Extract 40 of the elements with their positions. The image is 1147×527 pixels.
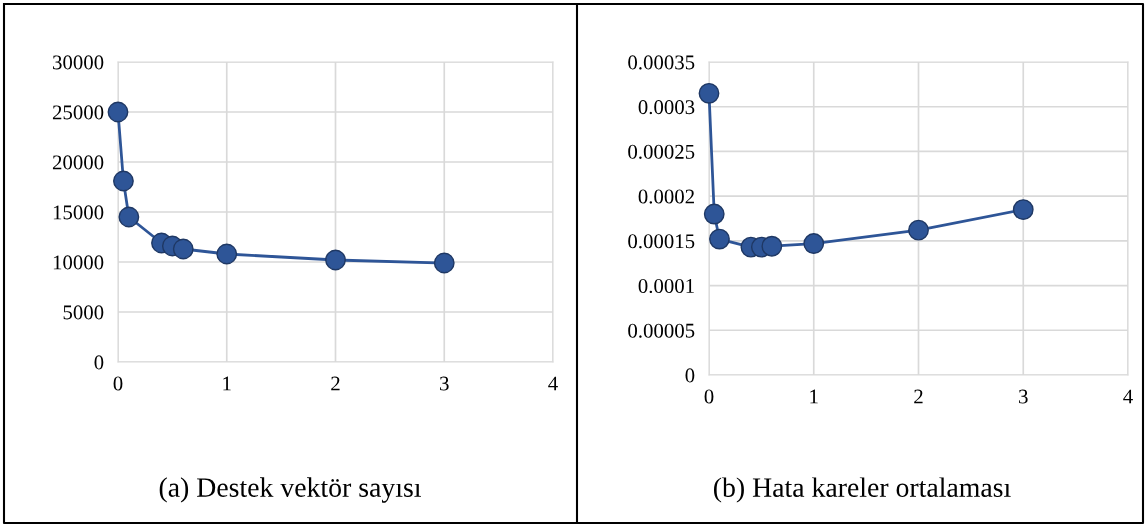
y-tick-label: 30000 xyxy=(53,55,104,70)
point xyxy=(113,170,134,192)
point xyxy=(118,206,140,228)
y-tick-label: 25000 xyxy=(52,105,104,120)
point xyxy=(761,235,783,257)
point xyxy=(908,219,929,241)
text: (a) Destek vektör sayısı xyxy=(159,477,421,503)
point xyxy=(703,203,725,225)
x-tick-label: 1 xyxy=(223,376,231,391)
x-tick-label: 2 xyxy=(914,389,923,404)
point xyxy=(107,101,129,123)
x-tick-label: 1 xyxy=(810,389,818,404)
x-tick-label: 3 xyxy=(1019,389,1028,404)
y-tick-label: 15000 xyxy=(53,205,104,220)
y-tick-label: 10000 xyxy=(53,255,104,270)
point xyxy=(698,82,720,104)
point xyxy=(433,252,455,274)
y-tick-label: 0.00025 xyxy=(628,144,695,159)
point xyxy=(216,243,238,265)
x-tick-label: 4 xyxy=(1123,389,1133,404)
y-tick-label: 0.0002 xyxy=(638,189,694,204)
y-tick-label: 0.00015 xyxy=(628,234,695,249)
x-tick-label: 4 xyxy=(548,376,558,391)
point xyxy=(172,238,194,260)
point xyxy=(1012,199,1034,220)
x-tick-label: 2 xyxy=(331,376,340,391)
x-tick-label: 0 xyxy=(113,376,123,391)
y-tick-label: 20000 xyxy=(52,155,104,170)
y-tick-label: 0.0001 xyxy=(638,278,694,294)
x-tick-label: 0 xyxy=(704,389,714,404)
y-tick-label: 0.0003 xyxy=(638,100,695,115)
text: (b) Hata kareler ortalaması xyxy=(713,477,1011,503)
point xyxy=(803,233,825,254)
point xyxy=(709,228,730,250)
y-tick-label: 0.00035 xyxy=(628,55,695,70)
x-tick-label: 3 xyxy=(440,376,449,391)
y-tick-label: 0.00005 xyxy=(628,323,695,338)
y-tick-label: 0 xyxy=(94,355,104,370)
point xyxy=(325,249,346,271)
y-tick-label: 5000 xyxy=(63,305,104,320)
